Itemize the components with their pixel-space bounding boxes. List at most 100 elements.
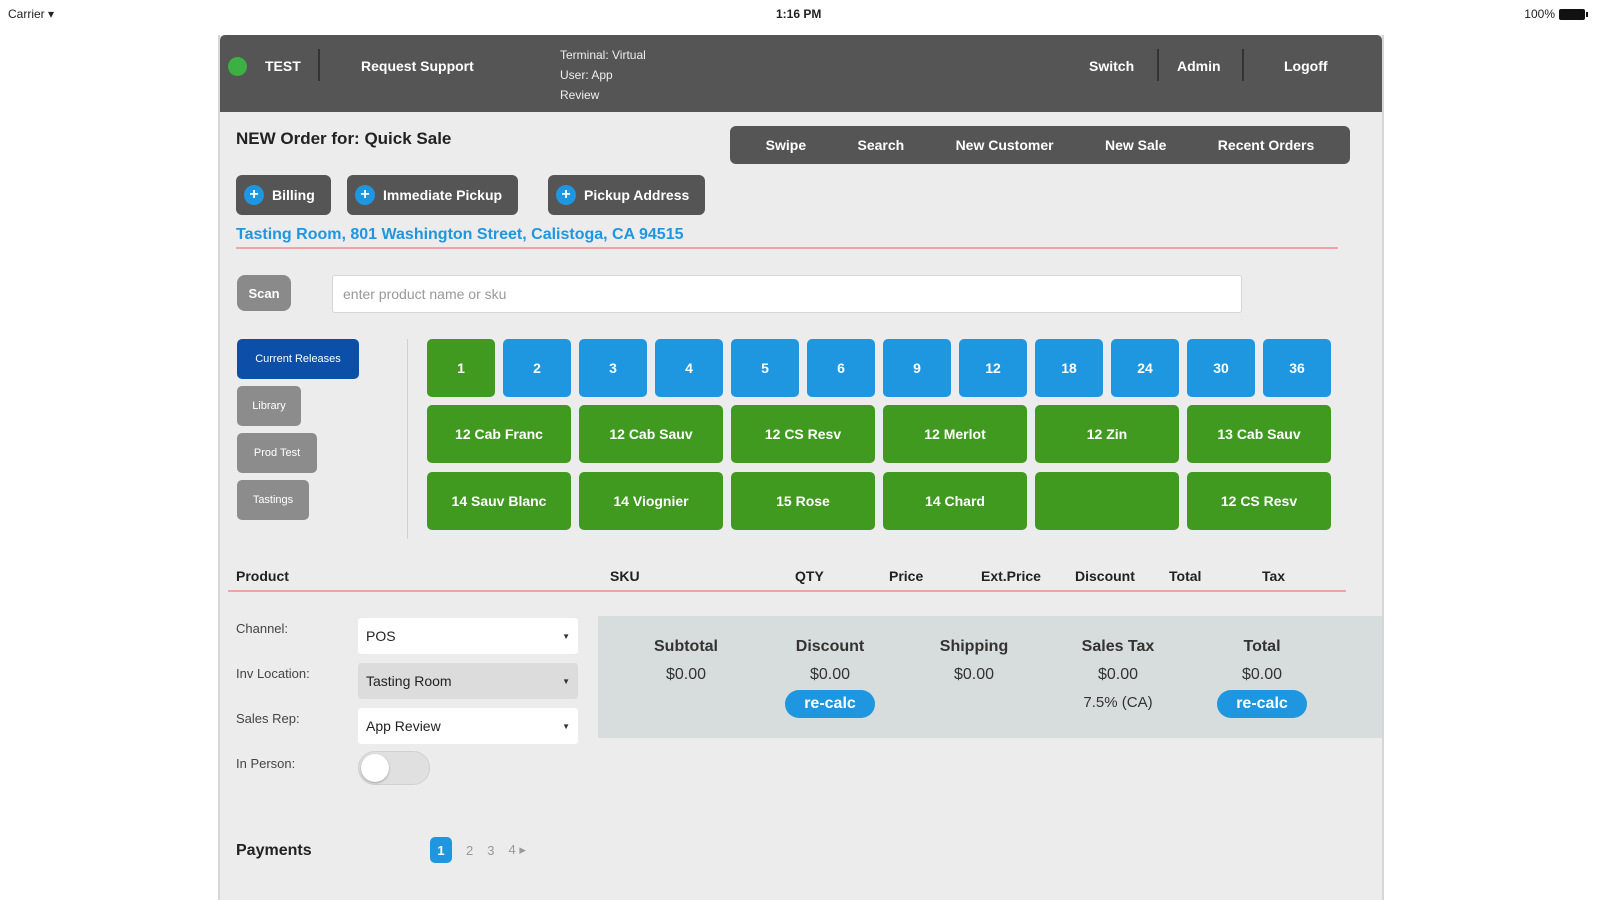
qty-button-1[interactable]: 1 [427, 339, 495, 397]
divider [1242, 49, 1244, 81]
inv-location-value: Tasting Room [366, 673, 452, 689]
billing-button[interactable]: + Billing [236, 175, 331, 215]
product-search-input[interactable] [332, 275, 1242, 313]
next-page-icon[interactable]: ▸ [519, 842, 526, 857]
qty-button-6[interactable]: 6 [807, 339, 875, 397]
total-recalc-button[interactable]: re-calc [1217, 690, 1307, 718]
clock: 1:16 PM [776, 7, 822, 21]
qty-button-9[interactable]: 9 [883, 339, 951, 397]
product-button[interactable]: 12 Zin [1035, 405, 1179, 463]
discount-label: Discount [795, 638, 865, 655]
divider [228, 590, 1346, 592]
qty-button-12[interactable]: 12 [959, 339, 1027, 397]
pos-app: TEST Request Support Terminal: Virtual U… [218, 35, 1384, 900]
product-button[interactable]: 13 Cab Sauv [1187, 405, 1331, 463]
scan-button[interactable]: Scan [237, 275, 291, 311]
qty-button-3[interactable]: 3 [579, 339, 647, 397]
qty-button-5[interactable]: 5 [731, 339, 799, 397]
sales-rep-select[interactable]: App Review ▼ [358, 708, 578, 744]
column-header-ext-price: Ext.Price [981, 568, 1041, 584]
payments-heading: Payments [236, 842, 312, 859]
page-3-button[interactable]: 3 [487, 842, 495, 858]
discount-value: $0.00 [809, 666, 851, 683]
product-button[interactable]: 12 CS Resv [1187, 472, 1331, 530]
product-button[interactable]: 14 Viognier [579, 472, 723, 530]
battery-icon [1559, 8, 1588, 20]
immediate-pickup-button[interactable]: + Immediate Pickup [347, 175, 519, 215]
order-title: NEW Order for: Quick Sale [236, 129, 452, 148]
total-label: Total [1243, 638, 1281, 655]
qty-button-2[interactable]: 2 [503, 339, 571, 397]
product-button[interactable]: 12 CS Resv [731, 405, 875, 463]
product-button[interactable]: 12 Cab Sauv [579, 405, 723, 463]
product-button[interactable]: 14 Sauv Blanc [427, 472, 571, 530]
qty-button-36[interactable]: 36 [1263, 339, 1331, 397]
admin-button[interactable]: Admin [1177, 58, 1221, 74]
inv-location-select[interactable]: Tasting Room ▼ [358, 663, 578, 699]
category-tastings[interactable]: Tastings [237, 480, 309, 520]
divider [407, 339, 408, 539]
column-header-qty: QTY [795, 568, 824, 584]
swipe-button[interactable]: Swipe [765, 137, 807, 153]
caret-icon: ▼ [562, 631, 570, 641]
qty-button-18[interactable]: 18 [1035, 339, 1103, 397]
immediate-pickup-label: Immediate Pickup [383, 187, 503, 203]
discount-column: Discount $0.00 re-calc [760, 638, 900, 718]
sales-rep-label: Sales Rep: [236, 711, 300, 726]
env-label: TEST [265, 58, 301, 74]
pickup-address-link[interactable]: Tasting Room, 801 Washington Street, Cal… [236, 226, 684, 243]
category-library[interactable]: Library [237, 386, 301, 426]
sales-tax-column: Sales Tax $0.00 7.5% (CA) [1048, 638, 1188, 711]
discount-recalc-button[interactable]: re-calc [785, 690, 875, 718]
request-support-button[interactable]: Request Support [361, 58, 474, 74]
in-person-toggle[interactable] [358, 751, 430, 785]
logoff-button[interactable]: Logoff [1284, 58, 1328, 74]
page-1-button[interactable]: 1 [430, 837, 452, 863]
shipping-column: Shipping $0.00 [904, 638, 1044, 684]
subtotal-label: Subtotal [654, 638, 718, 655]
caret-icon: ▼ [562, 676, 570, 686]
sales-tax-label: Sales Tax [1081, 638, 1155, 655]
product-button-empty[interactable] [1035, 472, 1179, 530]
sales-tax-rate: 7.5% (CA) [1083, 694, 1153, 711]
new-sale-button[interactable]: New Sale [1104, 137, 1167, 153]
carrier-label: Carrier ▾ [8, 7, 55, 21]
sales-rep-value: App Review [366, 718, 441, 734]
qty-button-30[interactable]: 30 [1187, 339, 1255, 397]
qty-button-24[interactable]: 24 [1111, 339, 1179, 397]
recent-orders-button[interactable]: Recent Orders [1217, 137, 1315, 153]
divider [318, 49, 320, 81]
terminal-line: Review [560, 88, 600, 102]
column-header-total: Total [1169, 568, 1202, 584]
terminal-info: Terminal: Virtual User: App Review [560, 45, 646, 105]
shipping-value: $0.00 [953, 666, 995, 683]
column-header-product: Product [236, 568, 289, 584]
category-prod-test[interactable]: Prod Test [237, 433, 317, 473]
category-current-releases[interactable]: Current Releases [237, 339, 359, 379]
page-2-button[interactable]: 2 [466, 842, 474, 858]
action-bar: Swipe Search New Customer New Sale Recen… [730, 126, 1350, 164]
new-customer-button[interactable]: New Customer [955, 137, 1054, 153]
plus-icon: + [355, 185, 375, 205]
switch-button[interactable]: Switch [1089, 58, 1135, 74]
battery-percent: 100% [1524, 7, 1555, 21]
pickup-address-button[interactable]: + Pickup Address [548, 175, 706, 215]
wifi-icon: ▾ [48, 7, 55, 21]
page-4-button[interactable]: 4 ▸ [508, 842, 526, 857]
column-header-price: Price [889, 568, 924, 584]
divider [236, 247, 1338, 249]
product-button[interactable]: 14 Chard [883, 472, 1027, 530]
terminal-line: User: App [560, 68, 613, 82]
top-bar: TEST Request Support Terminal: Virtual U… [220, 35, 1382, 112]
pickup-address-label: Pickup Address [584, 187, 690, 203]
inv-location-label: Inv Location: [236, 666, 310, 681]
column-header-tax: Tax [1262, 568, 1286, 584]
channel-select[interactable]: POS ▼ [358, 618, 578, 654]
product-button[interactable]: 15 Rose [731, 472, 875, 530]
search-button[interactable]: Search [857, 137, 905, 153]
product-button[interactable]: 12 Cab Franc [427, 405, 571, 463]
qty-button-4[interactable]: 4 [655, 339, 723, 397]
product-button[interactable]: 12 Merlot [883, 405, 1027, 463]
plus-icon: + [556, 185, 576, 205]
caret-icon: ▼ [562, 721, 570, 731]
